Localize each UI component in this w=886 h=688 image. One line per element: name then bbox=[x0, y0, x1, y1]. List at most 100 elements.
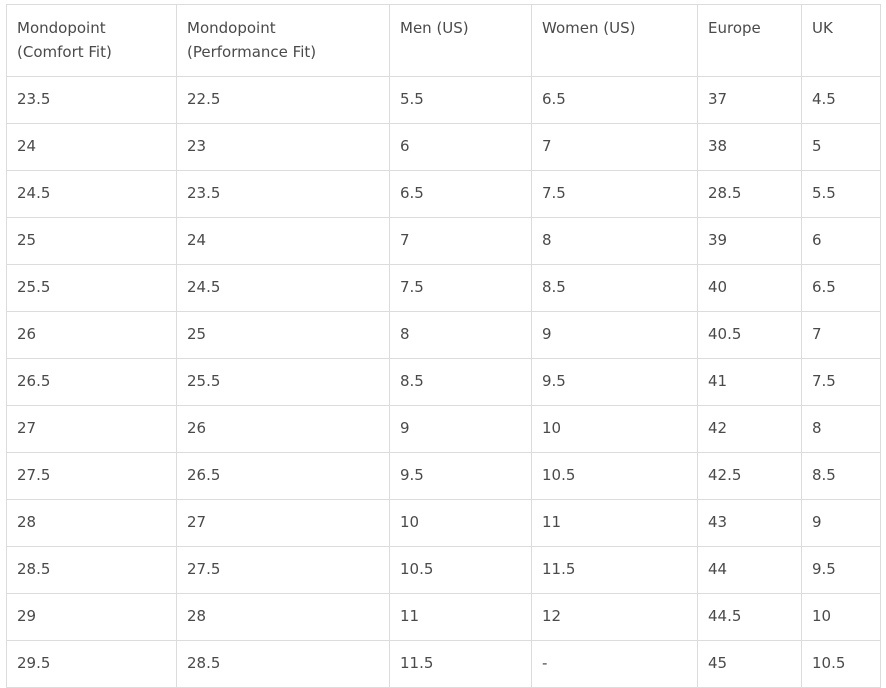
cell-mondopoint-performance: 24 bbox=[176, 217, 390, 265]
cell-europe: 40 bbox=[697, 264, 802, 312]
cell-women-us: 12 bbox=[531, 593, 698, 641]
cell-men-us: 8 bbox=[389, 311, 532, 359]
cell-women-us: 10.5 bbox=[531, 452, 698, 500]
header-mondopoint-performance-fit: Mondopoint (Performance Fit) bbox=[176, 4, 390, 77]
cell-men-us: 5.5 bbox=[389, 76, 532, 124]
cell-women-us: 10 bbox=[531, 405, 698, 453]
cell-mondopoint-comfort: 29.5 bbox=[6, 640, 177, 688]
header-men-us: Men (US) bbox=[389, 4, 532, 77]
cell-men-us: 7.5 bbox=[389, 264, 532, 312]
shoe-size-conversion-table: Mondopoint (Comfort Fit) Mondopoint (Perfor… bbox=[6, 4, 881, 688]
cell-europe: 38 bbox=[697, 123, 802, 171]
cell-women-us: - bbox=[531, 640, 698, 688]
cell-mondopoint-comfort: 27.5 bbox=[6, 452, 177, 500]
cell-europe: 37 bbox=[697, 76, 802, 124]
column-header-label: Europe bbox=[708, 19, 761, 37]
cell-uk: 10 bbox=[801, 593, 881, 641]
table-row: 25.5 24.5 7.5 8.5 40 6.5 bbox=[6, 264, 881, 312]
cell-mondopoint-comfort: 25 bbox=[6, 217, 177, 265]
column-header-label: Mondopoint bbox=[17, 19, 106, 37]
cell-men-us: 10.5 bbox=[389, 546, 532, 594]
header-women-us: Women (US) bbox=[531, 4, 698, 77]
table-row: 28.5 27.5 10.5 11.5 44 9.5 bbox=[6, 546, 881, 594]
header-europe: Europe bbox=[697, 4, 802, 77]
cell-uk: 5.5 bbox=[801, 170, 881, 218]
cell-mondopoint-performance: 28 bbox=[176, 593, 390, 641]
cell-mondopoint-performance: 27.5 bbox=[176, 546, 390, 594]
cell-men-us: 9 bbox=[389, 405, 532, 453]
cell-uk: 6 bbox=[801, 217, 881, 265]
cell-mondopoint-performance: 25.5 bbox=[176, 358, 390, 406]
cell-mondopoint-comfort: 28 bbox=[6, 499, 177, 547]
cell-europe: 40.5 bbox=[697, 311, 802, 359]
cell-uk: 9.5 bbox=[801, 546, 881, 594]
cell-women-us: 7 bbox=[531, 123, 698, 171]
cell-women-us: 9.5 bbox=[531, 358, 698, 406]
cell-mondopoint-performance: 26 bbox=[176, 405, 390, 453]
cell-mondopoint-comfort: 23.5 bbox=[6, 76, 177, 124]
cell-uk: 7.5 bbox=[801, 358, 881, 406]
cell-europe: 45 bbox=[697, 640, 802, 688]
cell-men-us: 6.5 bbox=[389, 170, 532, 218]
cell-europe: 28.5 bbox=[697, 170, 802, 218]
cell-mondopoint-performance: 27 bbox=[176, 499, 390, 547]
cell-mondopoint-comfort: 26 bbox=[6, 311, 177, 359]
column-header-label: Women (US) bbox=[542, 19, 636, 37]
cell-europe: 44 bbox=[697, 546, 802, 594]
cell-uk: 10.5 bbox=[801, 640, 881, 688]
table-row: 28 27 10 11 43 9 bbox=[6, 499, 881, 547]
cell-men-us: 11 bbox=[389, 593, 532, 641]
column-header-label: Mondopoint bbox=[187, 19, 276, 37]
cell-europe: 39 bbox=[697, 217, 802, 265]
cell-men-us: 9.5 bbox=[389, 452, 532, 500]
table-row: 29.5 28.5 11.5-45 10.5 bbox=[6, 640, 881, 688]
cell-women-us: 7.5 bbox=[531, 170, 698, 218]
column-header-label: Men (US) bbox=[400, 19, 469, 37]
cell-mondopoint-performance: 23 bbox=[176, 123, 390, 171]
cell-men-us: 8.5 bbox=[389, 358, 532, 406]
cell-men-us: 7 bbox=[389, 217, 532, 265]
cell-uk: 5 bbox=[801, 123, 881, 171]
cell-women-us: 9 bbox=[531, 311, 698, 359]
cell-men-us: 6 bbox=[389, 123, 532, 171]
cell-mondopoint-comfort: 29 bbox=[6, 593, 177, 641]
cell-mondopoint-comfort: 25.5 bbox=[6, 264, 177, 312]
table-row: 26.5 25.5 8.5 9.5 41 7.5 bbox=[6, 358, 881, 406]
cell-mondopoint-performance: 24.5 bbox=[176, 264, 390, 312]
cell-uk: 8.5 bbox=[801, 452, 881, 500]
cell-uk: 8 bbox=[801, 405, 881, 453]
header-row: Mondopoint (Comfort Fit) Mondopoint (Perfor… bbox=[6, 4, 881, 77]
cell-uk: 9 bbox=[801, 499, 881, 547]
cell-europe: 42 bbox=[697, 405, 802, 453]
table-row: 23.5 22.5 5.5 6.5 37 4.5 bbox=[6, 76, 881, 124]
cell-mondopoint-comfort: 24.5 bbox=[6, 170, 177, 218]
cell-mondopoint-performance: 26.5 bbox=[176, 452, 390, 500]
cell-uk: 6.5 bbox=[801, 264, 881, 312]
cell-women-us: 8.5 bbox=[531, 264, 698, 312]
cell-women-us: 11 bbox=[531, 499, 698, 547]
table-row: 29 28 11 12 44.5 10 bbox=[6, 593, 881, 641]
column-header-label: (Performance Fit) bbox=[187, 43, 317, 61]
column-header-label: (Comfort Fit) bbox=[17, 43, 112, 61]
cell-mondopoint-performance: 23.5 bbox=[176, 170, 390, 218]
table-row: 26 25 8 9 40.5 7 bbox=[6, 311, 881, 359]
table-row: 25 24 7 8 39 6 bbox=[6, 217, 881, 265]
table-row: 27.5 26.5 9.5 10.5 42.5 8.5 bbox=[6, 452, 881, 500]
cell-uk: 4.5 bbox=[801, 76, 881, 124]
cell-mondopoint-comfort: 26.5 bbox=[6, 358, 177, 406]
table-row: 27 26 9 10 42 8 bbox=[6, 405, 881, 453]
cell-mondopoint-performance: 28.5 bbox=[176, 640, 390, 688]
column-header-label: UK bbox=[812, 19, 833, 37]
cell-europe: 42.5 bbox=[697, 452, 802, 500]
header-uk: UK bbox=[801, 4, 881, 77]
cell-women-us: 6.5 bbox=[531, 76, 698, 124]
cell-men-us: 11.5 bbox=[389, 640, 532, 688]
table-header: Mondopoint (Comfort Fit) Mondopoint (Perfor… bbox=[6, 4, 881, 77]
cell-mondopoint-comfort: 24 bbox=[6, 123, 177, 171]
cell-europe: 41 bbox=[697, 358, 802, 406]
cell-europe: 44.5 bbox=[697, 593, 802, 641]
table-body: 23.5 22.5 5.5 6.5 37 4.5 24 23 6 7 38 5 24.5 23.5 6.5 7… bbox=[6, 76, 881, 688]
table-row: 24 23 6 7 38 5 bbox=[6, 123, 881, 171]
header-mondopoint-comfort-fit: Mondopoint (Comfort Fit) bbox=[6, 4, 177, 77]
table-row: 24.5 23.5 6.5 7.5 28.5 5.5 bbox=[6, 170, 881, 218]
